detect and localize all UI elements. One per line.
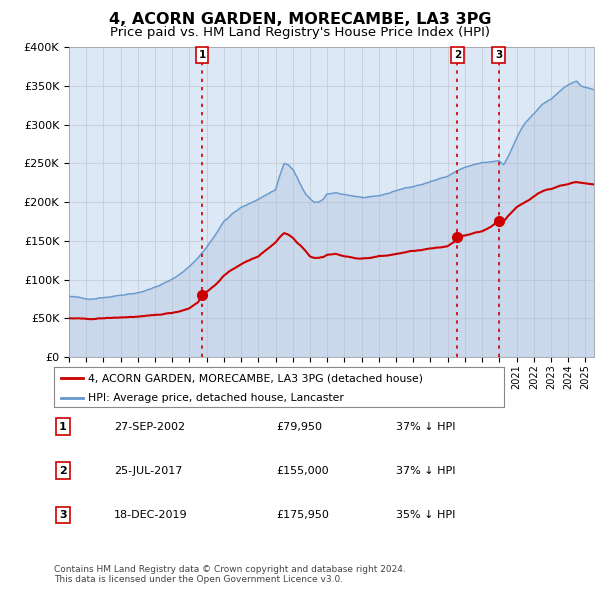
Text: 3: 3 bbox=[495, 50, 502, 60]
Text: 4, ACORN GARDEN, MORECAMBE, LA3 3PG: 4, ACORN GARDEN, MORECAMBE, LA3 3PG bbox=[109, 12, 491, 27]
Text: 1: 1 bbox=[199, 50, 206, 60]
Text: 25-JUL-2017: 25-JUL-2017 bbox=[114, 466, 182, 476]
Text: £79,950: £79,950 bbox=[276, 422, 322, 431]
Text: £175,950: £175,950 bbox=[276, 510, 329, 520]
Text: 37% ↓ HPI: 37% ↓ HPI bbox=[396, 422, 455, 431]
Text: 3: 3 bbox=[59, 510, 67, 520]
Text: 37% ↓ HPI: 37% ↓ HPI bbox=[396, 466, 455, 476]
Text: 1: 1 bbox=[59, 422, 67, 431]
Text: HPI: Average price, detached house, Lancaster: HPI: Average price, detached house, Lanc… bbox=[88, 394, 344, 404]
Text: 2: 2 bbox=[454, 50, 461, 60]
Text: Contains HM Land Registry data © Crown copyright and database right 2024.
This d: Contains HM Land Registry data © Crown c… bbox=[54, 565, 406, 584]
Text: 18-DEC-2019: 18-DEC-2019 bbox=[114, 510, 188, 520]
Text: £155,000: £155,000 bbox=[276, 466, 329, 476]
Text: 35% ↓ HPI: 35% ↓ HPI bbox=[396, 510, 455, 520]
Text: 27-SEP-2002: 27-SEP-2002 bbox=[114, 422, 185, 431]
Text: 2: 2 bbox=[59, 466, 67, 476]
Text: Price paid vs. HM Land Registry's House Price Index (HPI): Price paid vs. HM Land Registry's House … bbox=[110, 26, 490, 39]
Text: 4, ACORN GARDEN, MORECAMBE, LA3 3PG (detached house): 4, ACORN GARDEN, MORECAMBE, LA3 3PG (det… bbox=[88, 373, 423, 384]
